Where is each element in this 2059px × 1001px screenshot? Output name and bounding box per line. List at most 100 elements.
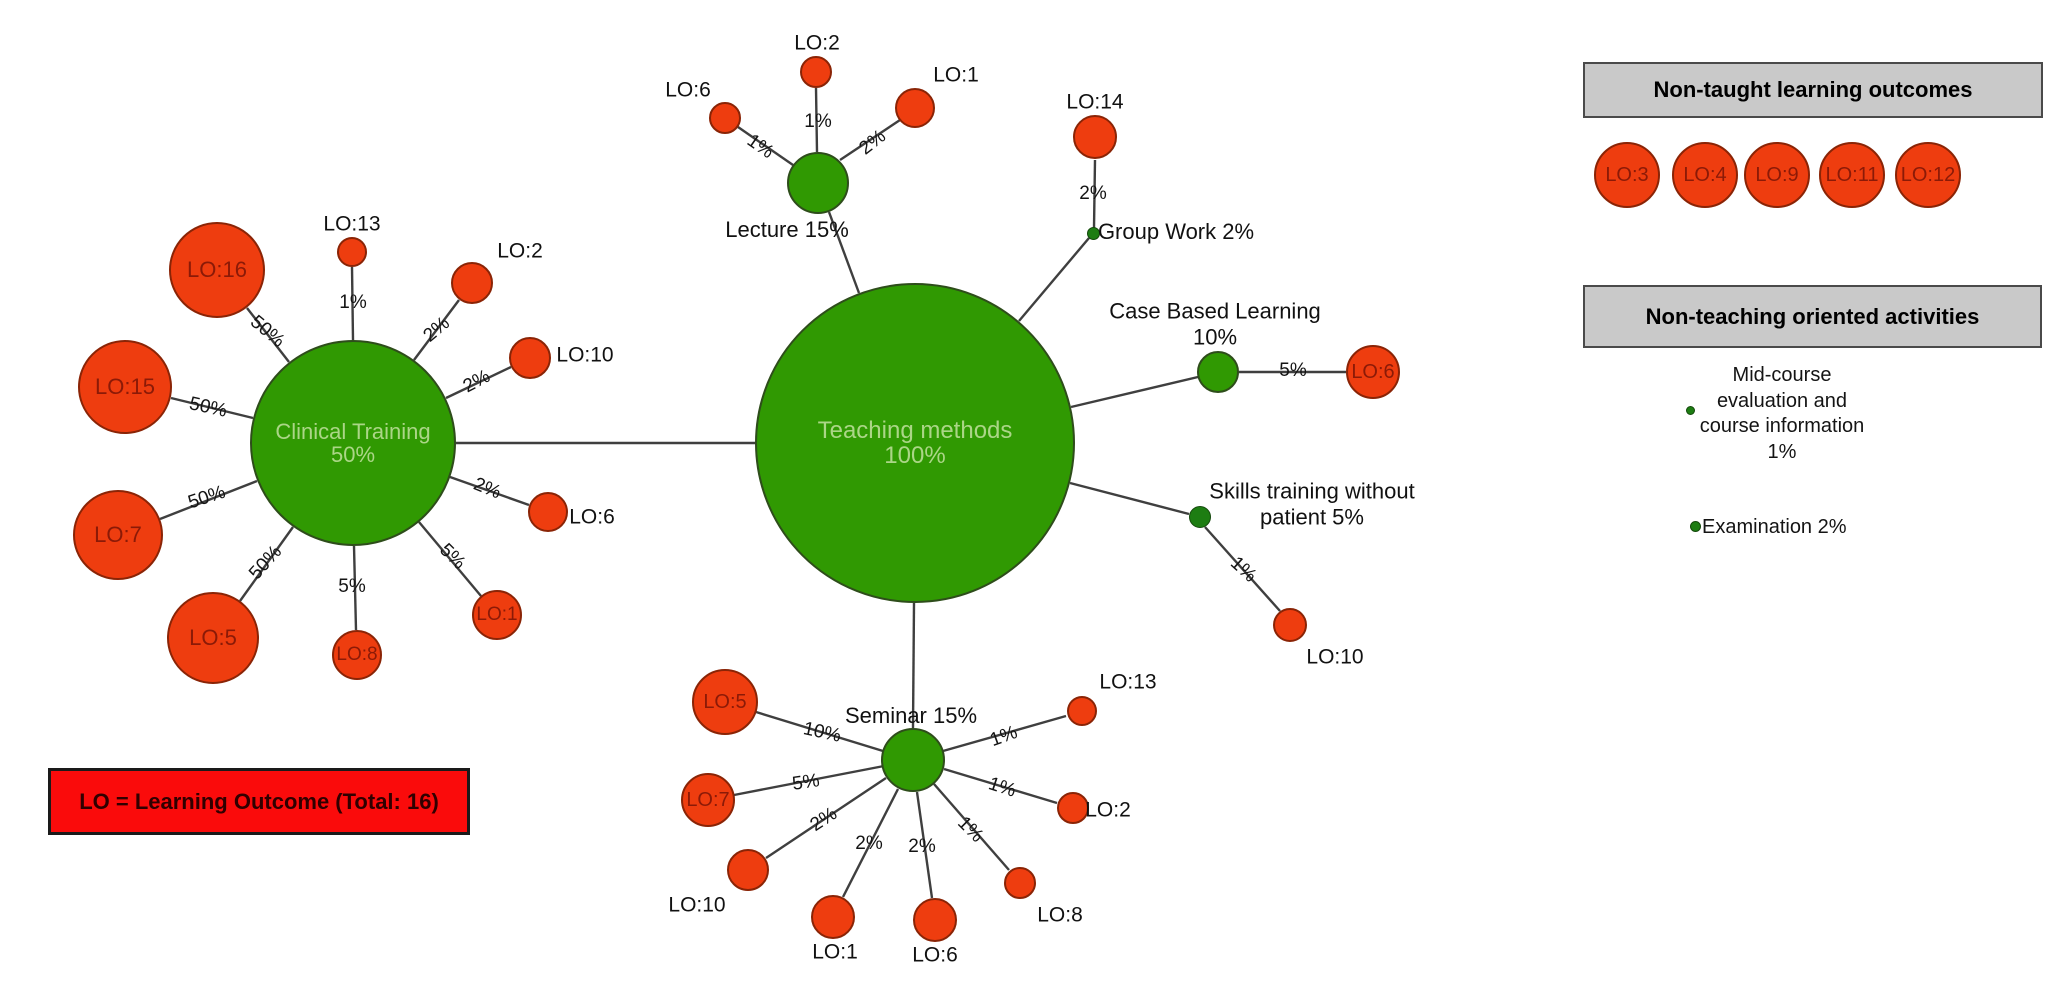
node-casebased-lo6: LO:6 bbox=[1346, 345, 1400, 399]
legend-box: LO = Learning Outcome (Total: 16) bbox=[48, 768, 470, 835]
node-label: LO:7 bbox=[686, 788, 730, 811]
mid-course-text: Mid-course evaluation and course informa… bbox=[1699, 364, 1865, 463]
node-skills-training bbox=[1189, 506, 1211, 528]
clinical-lo10-label: LO:10 bbox=[556, 343, 614, 367]
seminar-lo2-label: LO:2 bbox=[1085, 798, 1131, 822]
node-label: LO:11 bbox=[1825, 163, 1879, 186]
edge-teaching-casebased bbox=[1070, 375, 1199, 409]
node-seminar bbox=[881, 728, 945, 792]
node-clinical-lo10 bbox=[509, 337, 551, 379]
edge-label-seminar-lo7: 5% bbox=[790, 770, 821, 795]
node-lecture bbox=[787, 152, 849, 214]
node-case-based-learning bbox=[1197, 351, 1239, 393]
node-skills-lo10 bbox=[1273, 608, 1307, 642]
node-label: LO:6 bbox=[1351, 360, 1395, 383]
edge-teaching-skills bbox=[1069, 481, 1190, 516]
skills-lo10-label: LO:10 bbox=[1306, 645, 1364, 669]
edge-seminar-lo10 bbox=[765, 777, 887, 859]
examination-dot bbox=[1690, 521, 1701, 532]
lecture-lo6-label: LO:6 bbox=[665, 78, 711, 102]
lecture-label: Lecture 15% bbox=[725, 216, 849, 242]
edge-groupwork-lo14 bbox=[1092, 159, 1097, 229]
node-label: LO:8 bbox=[336, 644, 378, 666]
node-nontaught-lo9: LO:9 bbox=[1744, 142, 1810, 208]
seminar-lo10-label: LO:10 bbox=[668, 893, 726, 917]
node-clinical-training: Clinical Training 50% bbox=[250, 340, 456, 546]
node-seminar-lo1 bbox=[811, 895, 855, 939]
node-label: Clinical Training 50% bbox=[275, 418, 431, 467]
skills-training-label: Skills training without patient 5% bbox=[1209, 478, 1415, 530]
node-label: LO:5 bbox=[189, 625, 237, 651]
node-label: LO:15 bbox=[95, 374, 155, 400]
groupwork-lo14-label: LO:14 bbox=[1066, 90, 1124, 114]
seminar-lo8-label: LO:8 bbox=[1037, 903, 1083, 927]
edge-teaching-groupwork bbox=[1018, 237, 1090, 322]
node-nontaught-lo11: LO:11 bbox=[1819, 142, 1885, 208]
edge-clinical-lo6 bbox=[449, 475, 530, 507]
edge-seminar-lo8 bbox=[933, 783, 1010, 871]
node-clinical-lo16: LO:16 bbox=[169, 222, 265, 318]
node-label: LO:4 bbox=[1683, 163, 1727, 186]
node-clinical-lo6 bbox=[528, 492, 568, 532]
edge-lecture-lo1 bbox=[839, 119, 901, 161]
node-label: LO:3 bbox=[1605, 163, 1649, 186]
node-seminar-lo2 bbox=[1057, 792, 1089, 824]
node-clinical-lo2 bbox=[451, 262, 493, 304]
edge-seminar-lo1 bbox=[841, 788, 900, 898]
node-seminar-lo13 bbox=[1067, 696, 1097, 726]
node-lecture-lo1 bbox=[895, 88, 935, 128]
edge-label-casebased-lo6: 5% bbox=[1279, 360, 1307, 381]
non-taught-outcomes-header: Non-taught learning outcomes bbox=[1583, 62, 2043, 118]
node-clinical-lo1: LO:1 bbox=[472, 590, 522, 640]
edge-lecture-lo2 bbox=[814, 87, 819, 153]
edge-clinical-lo5 bbox=[239, 526, 294, 602]
node-label: LO:1 bbox=[476, 604, 518, 626]
edge-clinical-lo7 bbox=[159, 479, 258, 521]
node-seminar-lo7: LO:7 bbox=[681, 773, 735, 827]
lecture-lo1-label: LO:1 bbox=[933, 63, 979, 87]
node-clinical-lo8: LO:8 bbox=[332, 630, 382, 680]
edge-clinical-lo10 bbox=[445, 365, 512, 400]
seminar-label: Seminar 15% bbox=[844, 702, 978, 728]
node-label: LO:5 bbox=[703, 690, 747, 713]
examination-text: Examination 2% bbox=[1702, 516, 1847, 538]
non-teaching-activities-header: Non-teaching oriented activities bbox=[1583, 285, 2042, 348]
seminar-lo6-label: LO:6 bbox=[912, 943, 958, 967]
edge-seminar-lo13 bbox=[942, 714, 1067, 753]
node-nontaught-lo4: LO:4 bbox=[1672, 142, 1738, 208]
edge-label-seminar-lo6: 2% bbox=[908, 836, 936, 857]
edge-label-clinical-lo13: 1% bbox=[339, 292, 367, 313]
edge-clinical-lo8 bbox=[352, 545, 358, 631]
node-label: LO:7 bbox=[94, 522, 142, 548]
edge-clinical-lo1 bbox=[418, 521, 482, 597]
edge-seminar-lo5 bbox=[755, 710, 884, 753]
node-nontaught-lo12: LO:12 bbox=[1895, 142, 1961, 208]
group-work-label: Group Work 2% bbox=[1097, 218, 1255, 244]
node-clinical-lo15: LO:15 bbox=[78, 340, 172, 434]
edge-seminar-lo7 bbox=[733, 764, 885, 797]
lecture-lo2-label: LO:2 bbox=[794, 31, 840, 55]
node-label: LO:12 bbox=[1900, 163, 1956, 186]
edge-lecture-lo6 bbox=[737, 126, 794, 166]
edge-teaching-lecture bbox=[827, 211, 861, 294]
node-seminar-lo6 bbox=[913, 898, 957, 942]
edge-teaching-seminar bbox=[911, 602, 916, 729]
edge-skills-lo10 bbox=[1204, 526, 1281, 612]
clinical-lo13-label: LO:13 bbox=[323, 212, 381, 236]
node-lecture-lo6 bbox=[709, 102, 741, 134]
edge-seminar-lo2 bbox=[943, 767, 1058, 805]
node-label: LO:16 bbox=[187, 257, 247, 283]
edge-label-groupwork-lo14: 2% bbox=[1079, 183, 1107, 204]
edge-clinical-lo16 bbox=[246, 307, 290, 363]
seminar-lo1-label: LO:1 bbox=[812, 940, 858, 964]
node-clinical-lo5: LO:5 bbox=[167, 592, 259, 684]
clinical-lo2-label: LO:2 bbox=[497, 239, 543, 263]
clinical-lo6-label: LO:6 bbox=[569, 505, 615, 529]
edge-label-seminar-lo1: 2% bbox=[855, 833, 883, 854]
node-clinical-lo7: LO:7 bbox=[73, 490, 163, 580]
node-seminar-lo10 bbox=[727, 849, 769, 891]
edge-seminar-lo6 bbox=[915, 791, 934, 899]
legend-text: LO = Learning Outcome (Total: 16) bbox=[79, 788, 439, 814]
node-clinical-lo13 bbox=[337, 237, 367, 267]
